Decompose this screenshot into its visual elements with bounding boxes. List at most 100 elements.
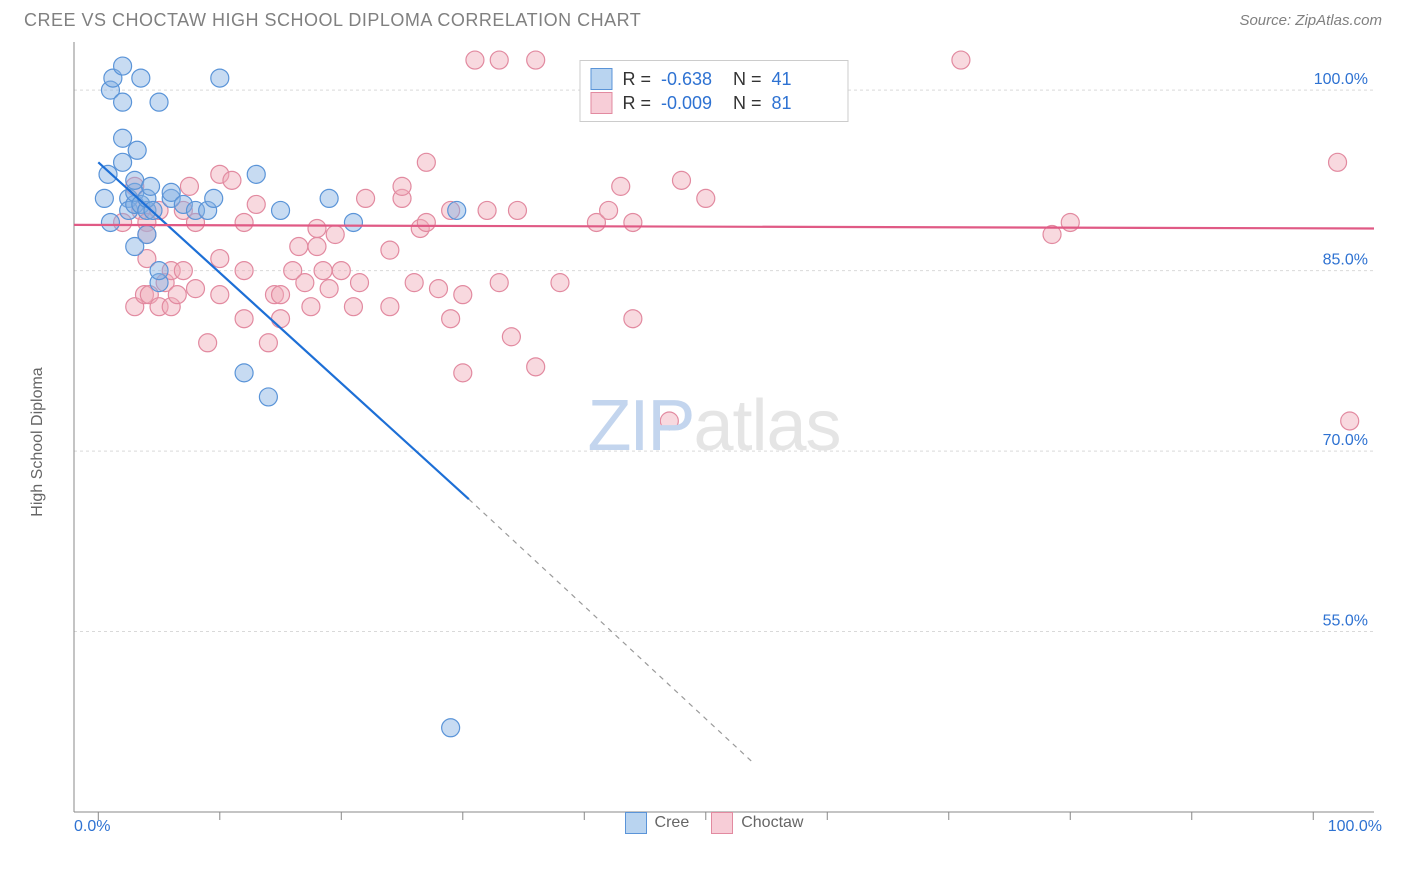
legend-item-cree: Cree xyxy=(625,812,690,834)
choctaw-point xyxy=(211,250,229,268)
choctaw-point xyxy=(527,51,545,69)
cree-point xyxy=(128,141,146,159)
cree-point xyxy=(448,201,466,219)
choctaw-point xyxy=(381,298,399,316)
choctaw-point xyxy=(247,195,265,213)
choctaw-point xyxy=(186,280,204,298)
cree-point xyxy=(101,213,119,231)
cree-point xyxy=(150,93,168,111)
choctaw-point xyxy=(429,280,447,298)
choctaw-point xyxy=(454,364,472,382)
choctaw-point xyxy=(351,274,369,292)
choctaw-point xyxy=(296,274,314,292)
legend-swatch-icon xyxy=(711,812,733,834)
cree-point xyxy=(142,177,160,195)
choctaw-point xyxy=(381,241,399,259)
choctaw-point xyxy=(490,274,508,292)
chart-title: CREE VS CHOCTAW HIGH SCHOOL DIPLOMA CORR… xyxy=(24,10,641,31)
cree-point xyxy=(320,189,338,207)
choctaw-point xyxy=(393,177,411,195)
legend-item-choctaw: Choctaw xyxy=(711,812,803,834)
choctaw-point xyxy=(272,310,290,328)
legend-swatch-icon xyxy=(590,92,612,114)
n-value: 81 xyxy=(772,93,834,114)
choctaw-point xyxy=(168,286,186,304)
choctaw-point xyxy=(357,189,375,207)
choctaw-point xyxy=(302,298,320,316)
choctaw-point xyxy=(442,310,460,328)
choctaw-point xyxy=(672,171,690,189)
legend-label: Cree xyxy=(655,814,690,832)
legend-label: Choctaw xyxy=(741,814,803,832)
choctaw-point xyxy=(199,334,217,352)
cree-point xyxy=(205,189,223,207)
r-value: -0.638 xyxy=(661,69,723,90)
y-tick-label: 55.0% xyxy=(1323,613,1368,630)
choctaw-point xyxy=(290,238,308,256)
choctaw-point xyxy=(417,213,435,231)
choctaw-point xyxy=(235,310,253,328)
cree-point xyxy=(114,93,132,111)
r-label: R = xyxy=(622,93,651,114)
cree-point xyxy=(235,364,253,382)
choctaw-point xyxy=(235,213,253,231)
y-tick-label: 70.0% xyxy=(1323,432,1368,449)
choctaw-point xyxy=(211,286,229,304)
choctaw-point xyxy=(508,201,526,219)
choctaw-point xyxy=(1329,153,1347,171)
choctaw-point xyxy=(314,262,332,280)
choctaw-point xyxy=(624,213,642,231)
correlation-row: R = -0.638 N = 41 xyxy=(590,67,833,91)
choctaw-point xyxy=(952,51,970,69)
cree-point xyxy=(95,189,113,207)
choctaw-point xyxy=(1341,412,1359,430)
n-label: N = xyxy=(733,69,762,90)
r-value: -0.009 xyxy=(661,93,723,114)
y-tick-label: 85.0% xyxy=(1323,252,1368,269)
choctaw-point xyxy=(405,274,423,292)
choctaw-point xyxy=(180,177,198,195)
choctaw-point xyxy=(1061,213,1079,231)
n-label: N = xyxy=(733,93,762,114)
cree-point xyxy=(272,201,290,219)
choctaw-point xyxy=(600,201,618,219)
choctaw-point xyxy=(527,358,545,376)
cree-point xyxy=(259,388,277,406)
choctaw-point xyxy=(235,262,253,280)
choctaw-point xyxy=(259,334,277,352)
cree-point xyxy=(442,719,460,737)
cree-point xyxy=(114,129,132,147)
choctaw-point xyxy=(174,262,192,280)
source-label: Source: ZipAtlas.com xyxy=(1239,12,1382,29)
choctaw-point xyxy=(478,201,496,219)
choctaw-point xyxy=(490,51,508,69)
choctaw-point xyxy=(326,226,344,244)
choctaw-point xyxy=(697,189,715,207)
choctaw-point xyxy=(223,171,241,189)
n-value: 41 xyxy=(772,69,834,90)
y-tick-label: 100.0% xyxy=(1314,71,1368,88)
cree-point xyxy=(211,69,229,87)
cree-point xyxy=(344,213,362,231)
cree-point xyxy=(138,226,156,244)
choctaw-point xyxy=(344,298,362,316)
correlation-row: R = -0.009 N = 81 xyxy=(590,91,833,115)
choctaw-point xyxy=(320,280,338,298)
choctaw-point xyxy=(417,153,435,171)
correlation-legend: R = -0.638 N = 41 R = -0.009 N = 81 xyxy=(579,60,848,122)
choctaw-point xyxy=(466,51,484,69)
choctaw-point xyxy=(624,310,642,328)
cree-point xyxy=(150,262,168,280)
choctaw-point xyxy=(308,219,326,237)
choctaw-regression-line xyxy=(74,225,1374,229)
r-label: R = xyxy=(622,69,651,90)
legend-swatch-icon xyxy=(625,812,647,834)
plot-area xyxy=(74,51,1374,764)
cree-point xyxy=(114,57,132,75)
scatter-chart-svg: 100.0% 85.0% 70.0% 55.0% xyxy=(46,42,1382,842)
choctaw-point xyxy=(272,286,290,304)
choctaw-point xyxy=(502,328,520,346)
cree-point xyxy=(247,165,265,183)
choctaw-point xyxy=(551,274,569,292)
choctaw-point xyxy=(612,177,630,195)
